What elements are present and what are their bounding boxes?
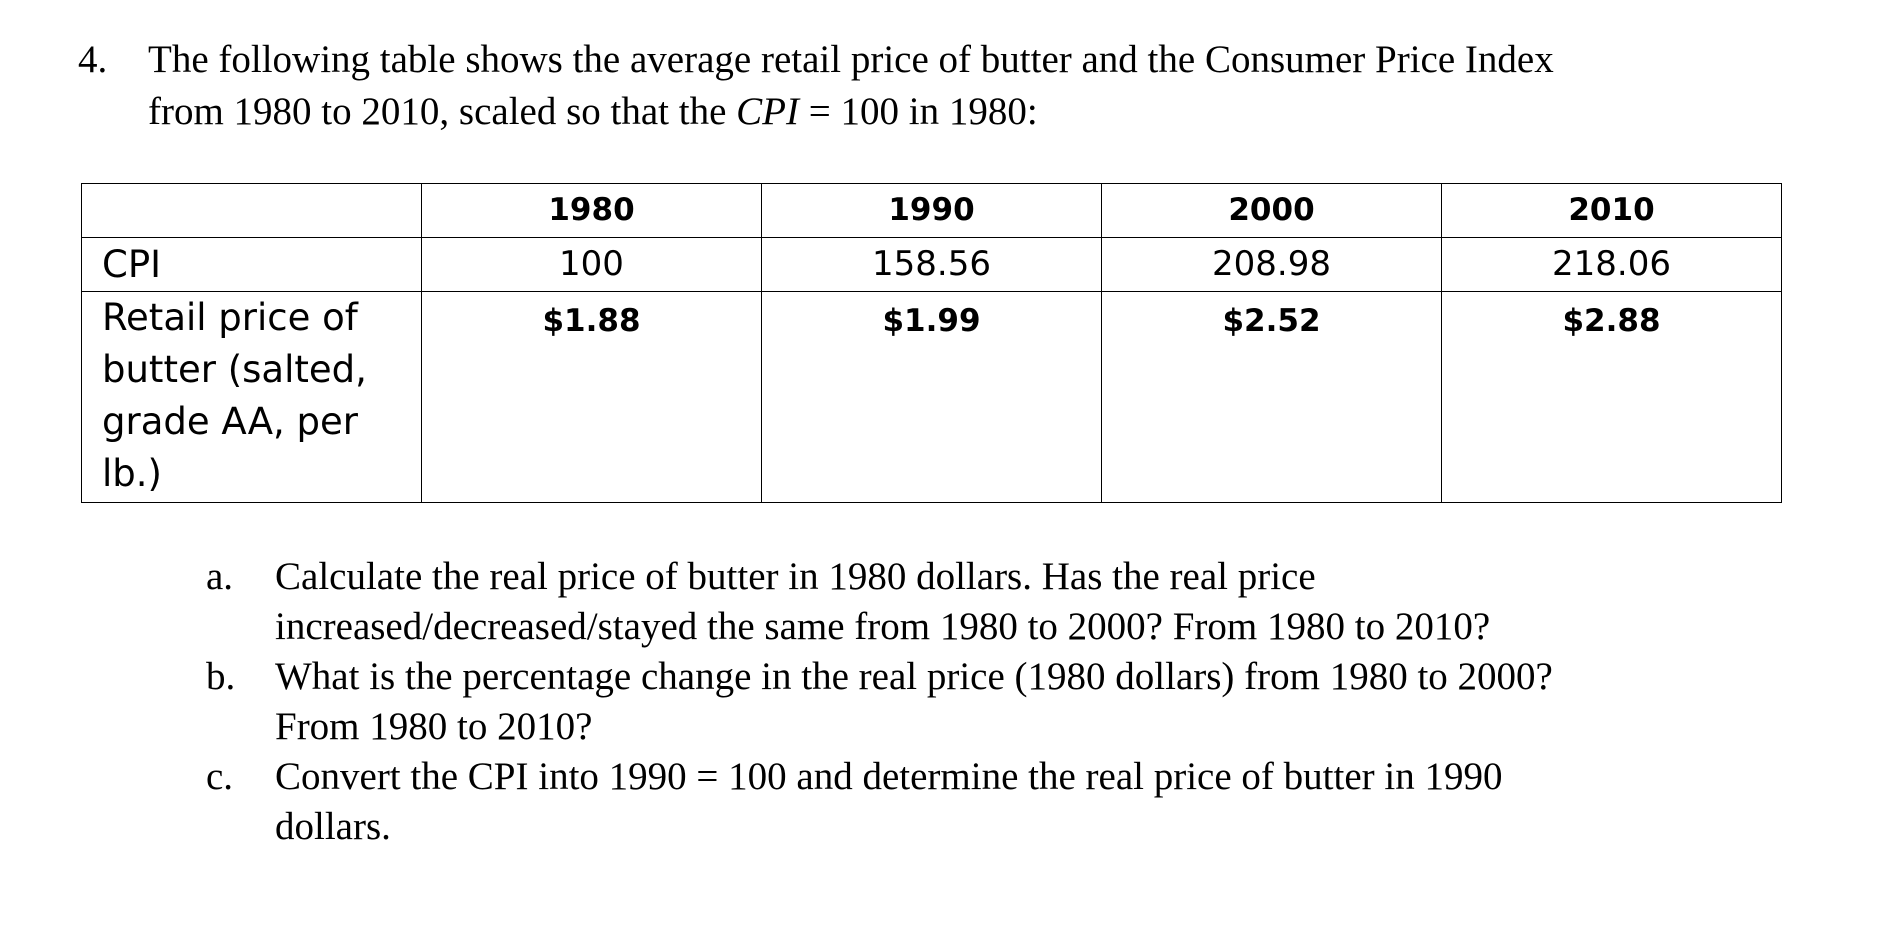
price-table-wrapper: 1980 1990 2000 2010 CPI 100 158.56 208.9… xyxy=(81,183,1782,503)
table-header-row: 1980 1990 2000 2010 xyxy=(81,183,1782,238)
subquestion-line: increased/decreased/stayed the same from… xyxy=(275,605,1491,648)
question-4: 4. The following table shows the average… xyxy=(78,34,1838,138)
cpi-row-label: CPI xyxy=(81,237,422,292)
subquestion-c: c. Convert the CPI into 1990 = 100 and d… xyxy=(206,752,1846,852)
question-number: 4. xyxy=(78,38,108,81)
butter-label-line: lb.) xyxy=(102,452,162,495)
subquestion-b: b. What is the percentage change in the … xyxy=(206,652,1846,752)
cpi-value-1980: 100 xyxy=(421,237,762,292)
table-header-blank-cell xyxy=(81,183,422,238)
butter-price-2000: $2.52 xyxy=(1101,291,1442,503)
year-header-1990: 1990 xyxy=(761,183,1102,238)
subquestion-line: Convert the CPI into 1990 = 100 and dete… xyxy=(275,755,1503,798)
subquestion-list: a. Calculate the real price of butter in… xyxy=(206,552,1846,852)
butter-label-line: Retail price of xyxy=(102,296,358,339)
table-row-cpi: CPI 100 158.56 208.98 218.06 xyxy=(81,237,1782,292)
question-line-1: The following table shows the average re… xyxy=(148,38,1554,81)
subquestion-line: dollars. xyxy=(275,805,391,848)
butter-price-2010: $2.88 xyxy=(1441,291,1782,503)
price-table: 1980 1990 2000 2010 CPI 100 158.56 208.9… xyxy=(81,183,1782,503)
question-text: The following table shows the average re… xyxy=(148,34,1838,138)
cpi-math-symbol: CPI xyxy=(736,90,799,133)
subquestion-letter: c. xyxy=(206,755,234,798)
subquestion-a: a. Calculate the real price of butter in… xyxy=(206,552,1846,652)
cpi-value-2000: 208.98 xyxy=(1101,237,1442,292)
butter-label-line: butter (salted, xyxy=(102,348,367,391)
butter-label-line: grade AA, per xyxy=(102,400,359,443)
butter-price-1980: $1.88 xyxy=(421,291,762,503)
subquestion-letter: b. xyxy=(206,655,236,698)
butter-row-label: Retail price of butter (salted, grade AA… xyxy=(81,291,422,503)
year-header-2010: 2010 xyxy=(1441,183,1782,238)
subquestion-line: Calculate the real price of butter in 19… xyxy=(275,555,1316,598)
cpi-value-2010: 218.06 xyxy=(1441,237,1782,292)
table-row-butter-price: Retail price of butter (salted, grade AA… xyxy=(81,291,1782,503)
subquestion-letter: a. xyxy=(206,555,234,598)
year-header-1980: 1980 xyxy=(421,183,762,238)
question-line-2-post: = 100 in 1980: xyxy=(798,90,1038,133)
subquestion-line: From 1980 to 2010? xyxy=(275,705,593,748)
question-line-2: from 1980 to 2010, scaled so that the CP… xyxy=(148,86,1838,138)
year-header-2000: 2000 xyxy=(1101,183,1442,238)
butter-price-1990: $1.99 xyxy=(761,291,1102,503)
subquestion-line: What is the percentage change in the rea… xyxy=(275,655,1553,698)
question-line-2-pre: from 1980 to 2010, scaled so that the xyxy=(148,90,737,133)
cpi-value-1990: 158.56 xyxy=(761,237,1102,292)
